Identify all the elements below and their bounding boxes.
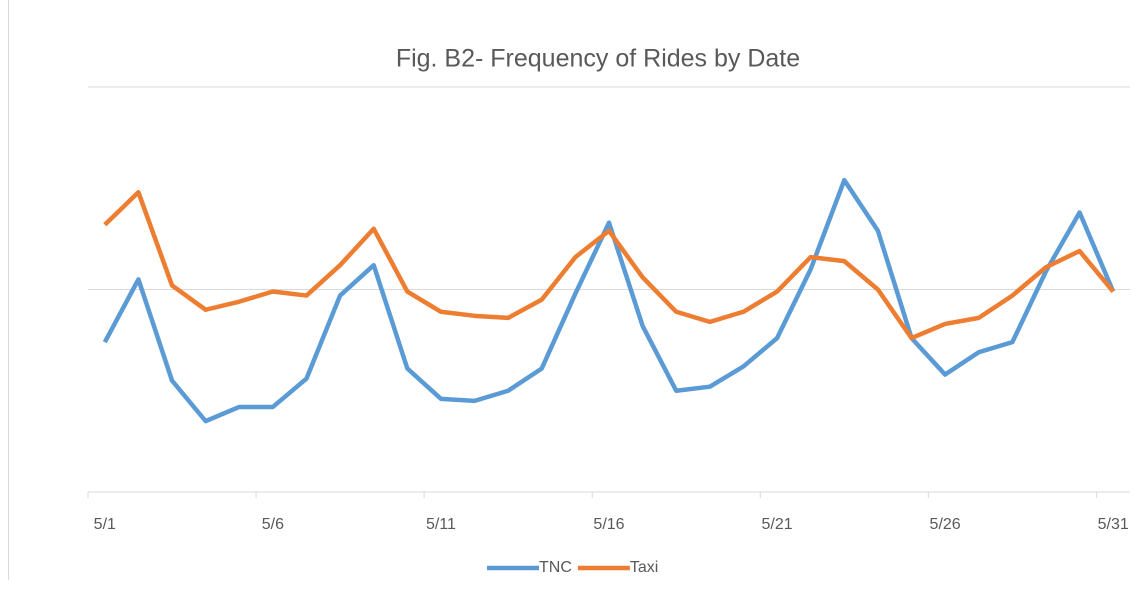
- x-tick-label: 5/6: [262, 516, 284, 533]
- series-line: [102, 177, 1116, 424]
- x-tick-label: 5/11: [426, 516, 456, 533]
- legend-label: Taxi: [630, 559, 658, 576]
- x-tick-label: 5/1: [94, 516, 116, 533]
- legend-label: TNC: [539, 559, 572, 576]
- x-tick-label: 5/16: [593, 516, 624, 533]
- chart-title: Fig. B2- Frequency of Rides by Date: [396, 45, 800, 73]
- x-tick-label: 5/21: [761, 516, 792, 533]
- x-tick-label: 5/26: [930, 516, 961, 533]
- x-tick-label: 5/31: [1098, 516, 1129, 533]
- series-line: [103, 190, 1115, 341]
